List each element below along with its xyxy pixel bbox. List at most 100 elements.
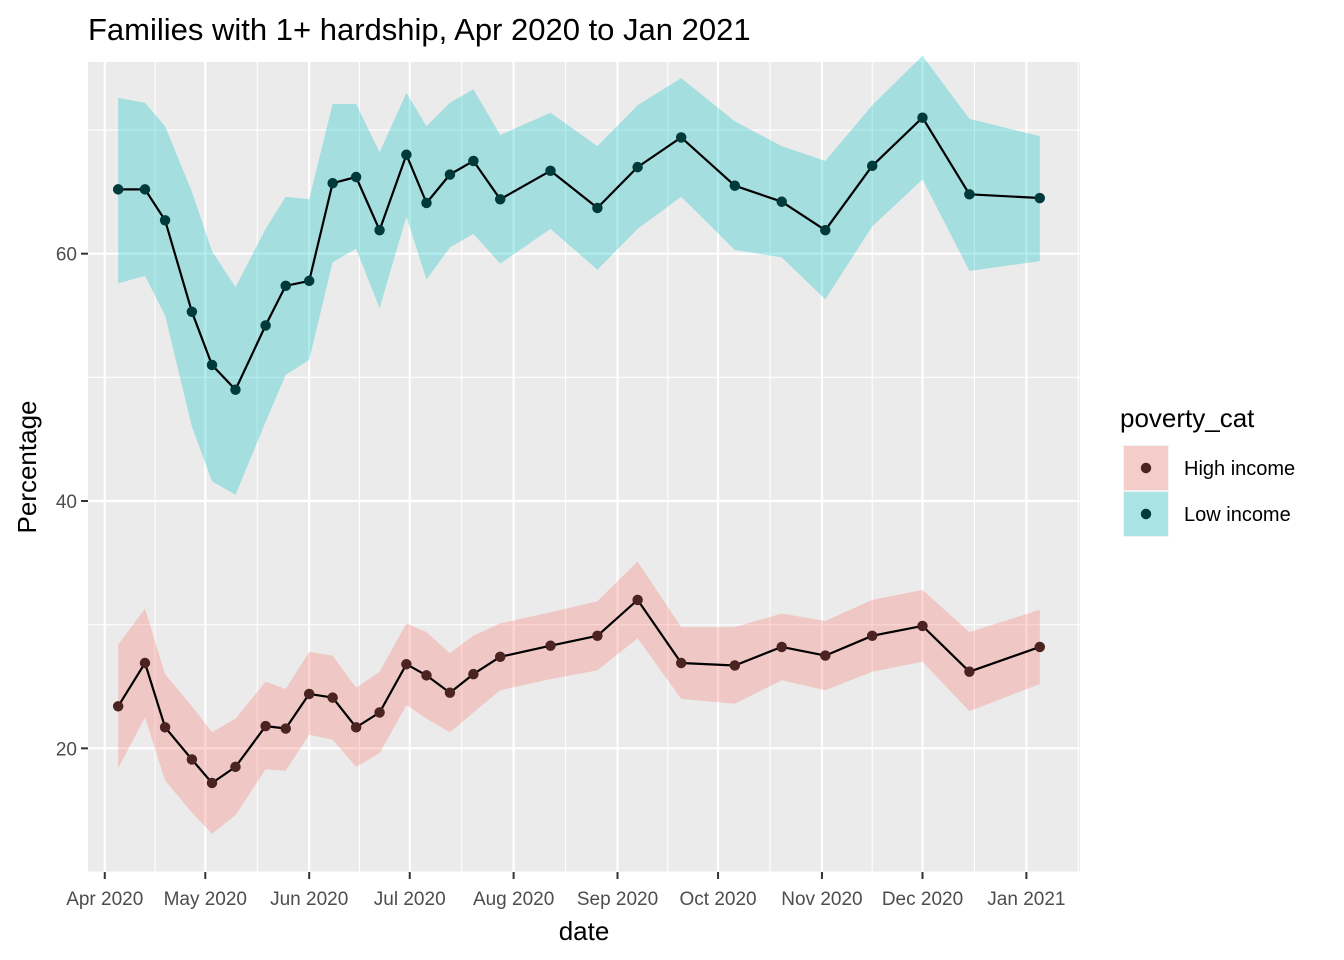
point-series-0 (675, 657, 687, 669)
point-series-0 (303, 688, 315, 700)
legend-key-point (1140, 462, 1152, 474)
point-tint-series-1 (1034, 192, 1045, 204)
point-tint-series-0 (964, 666, 975, 677)
point-series-1 (230, 384, 241, 395)
point-tint-series-1 (632, 161, 643, 173)
legend-title: poverty_cat (1120, 403, 1255, 433)
point-tint-series-1 (592, 202, 603, 214)
point-tint-series-0 (139, 657, 151, 669)
point-series-0 (350, 722, 362, 733)
point-series-1 (917, 112, 928, 123)
x-tick-label: Apr 2020 (66, 889, 143, 910)
chart-title: Families with 1+ hardship, Apr 2020 to J… (88, 12, 751, 47)
point-series-0 (964, 666, 975, 677)
point-series-0 (186, 754, 198, 765)
point-series-0 (230, 761, 241, 773)
point-series-0 (374, 707, 385, 718)
point-tint-series-0 (444, 687, 456, 698)
point-tint-series-1 (495, 194, 506, 205)
point-series-1 (350, 171, 362, 183)
point-series-1 (1034, 192, 1045, 204)
point-tint-series-1 (421, 197, 432, 209)
point-tint-series-1 (206, 359, 218, 371)
point-series-0 (592, 630, 603, 642)
point-series-1 (327, 177, 338, 189)
point-tint-series-1 (350, 171, 362, 183)
point-tint-series-1 (675, 132, 687, 143)
point-series-1 (776, 196, 787, 207)
point-tint-series-0 (374, 707, 385, 718)
point-tint-series-1 (112, 184, 124, 195)
point-tint-series-0 (820, 650, 831, 661)
point-series-1 (632, 161, 643, 173)
point-tint-series-0 (350, 722, 362, 733)
point-tint-series-1 (468, 155, 479, 167)
series-lines (117, 116, 1041, 785)
legend-key-point-tint (1140, 462, 1152, 474)
point-tint-series-1 (820, 224, 831, 236)
x-tick-label: May 2020 (164, 889, 247, 910)
point-series-1 (592, 202, 603, 214)
point-series-1 (280, 280, 291, 292)
point-tint-series-1 (186, 306, 198, 318)
point-tint-series-0 (592, 630, 603, 642)
x-tick-label: Dec 2020 (882, 889, 963, 910)
point-tint-series-0 (421, 670, 432, 681)
point-series-0 (206, 777, 218, 789)
point-tint-series-0 (867, 630, 878, 642)
point-tint-series-0 (327, 692, 338, 703)
point-tint-series-0 (112, 701, 124, 712)
point-tint-series-0 (280, 723, 291, 734)
point-series-1 (421, 197, 432, 209)
x-tick-label: Oct 2020 (679, 889, 756, 910)
point-series-0 (260, 720, 271, 732)
point-tint-series-1 (776, 196, 787, 207)
point-tint-series-1 (444, 169, 456, 180)
point-tint-series-0 (186, 754, 198, 765)
point-tint-series-1 (545, 165, 556, 177)
point-tint-series-1 (139, 184, 151, 195)
point-tint-series-0 (776, 641, 787, 653)
point-series-0 (917, 620, 928, 632)
point-tint-series-1 (729, 180, 741, 191)
x-tick-label: Jan 2021 (987, 889, 1065, 910)
y-tick-label: 20 (56, 739, 77, 760)
point-tint-series-0 (159, 722, 171, 733)
x-tick-label: Aug 2020 (473, 889, 554, 910)
point-tint-series-1 (280, 280, 291, 292)
point-tint-series-0 (495, 651, 506, 663)
series-points (112, 112, 1045, 789)
point-series-1 (374, 224, 385, 236)
ribbon-series-0 (118, 561, 1040, 834)
point-series-0 (729, 660, 741, 671)
point-series-1 (186, 306, 198, 318)
point-series-1 (139, 184, 151, 195)
point-tint-series-0 (206, 777, 218, 789)
point-series-1 (820, 224, 831, 236)
point-series-0 (280, 723, 291, 734)
x-tick-label: Nov 2020 (781, 889, 862, 910)
y-axis-label: Percentage (12, 401, 42, 534)
point-series-0 (401, 659, 412, 670)
point-series-0 (468, 668, 479, 680)
point-tint-series-1 (867, 160, 878, 172)
point-series-1 (444, 169, 456, 180)
point-tint-series-1 (303, 275, 315, 287)
point-tint-series-1 (260, 320, 271, 331)
point-tint-series-0 (632, 594, 643, 606)
point-tint-series-1 (327, 177, 338, 189)
y-tick-label: 60 (56, 245, 77, 266)
point-series-1 (675, 132, 687, 143)
point-series-0 (632, 594, 643, 606)
point-series-0 (776, 641, 787, 653)
point-tint-series-0 (401, 659, 412, 670)
point-series-1 (964, 189, 975, 200)
x-axis-label: date (559, 916, 610, 946)
point-tint-series-1 (159, 215, 171, 226)
point-tint-series-0 (917, 620, 928, 632)
point-series-0 (139, 657, 151, 669)
point-tint-series-0 (303, 688, 315, 700)
point-series-0 (495, 651, 506, 663)
point-tint-series-0 (230, 761, 241, 773)
